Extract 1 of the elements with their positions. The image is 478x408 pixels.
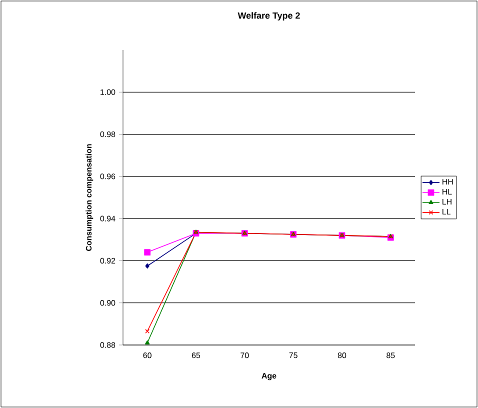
chart-title: Welfare Type 2 bbox=[238, 12, 300, 20]
